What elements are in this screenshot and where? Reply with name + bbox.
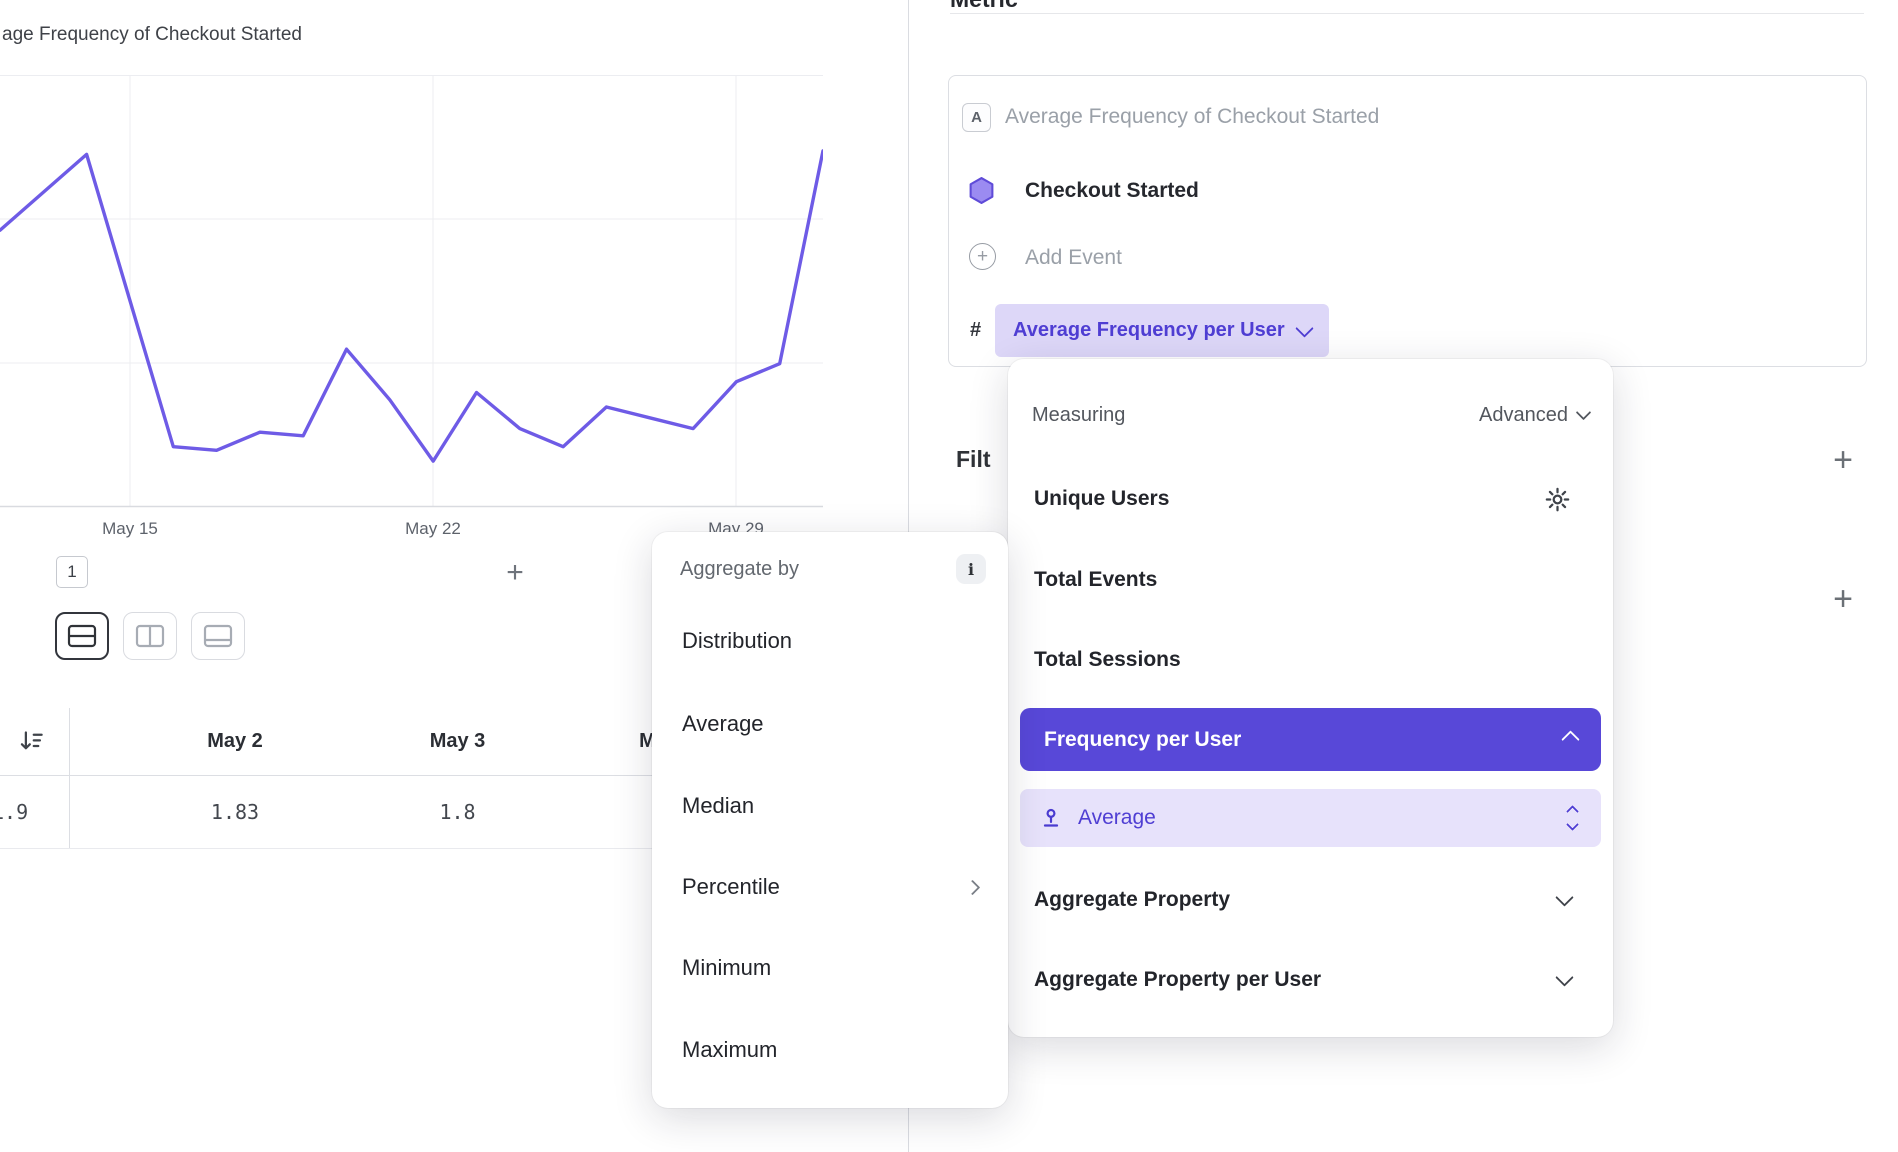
x-axis-tick: May 22 <box>405 519 461 538</box>
menu-item-maximum[interactable]: Maximum <box>652 1020 1008 1080</box>
menu-item-label: Aggregate Property per User <box>1034 968 1322 991</box>
menu-item-label: Maximum <box>682 1037 778 1062</box>
menu-item-label: Minimum <box>682 955 772 980</box>
bottom-panel-icon <box>203 624 233 648</box>
aggregation-hash-prefix: # <box>970 319 982 341</box>
submenu-chevron-icon <box>964 879 981 895</box>
menu-item-unique-users[interactable]: Unique Users <box>1008 459 1613 539</box>
menu-item-minimum[interactable]: Minimum <box>652 938 1008 998</box>
layout-split-horizontal-button[interactable] <box>55 612 109 660</box>
aggregation-pill[interactable]: Average Frequency per User <box>995 304 1329 357</box>
split-vertical-icon <box>135 624 165 648</box>
chevron-up-icon <box>1561 730 1580 749</box>
aggregation-pill-label: Average Frequency per User <box>1013 319 1285 341</box>
add-filter-button[interactable]: + <box>1833 440 1853 479</box>
chevron-down-icon <box>1575 404 1592 421</box>
menu-item-total-events[interactable]: Total Events <box>1008 540 1613 620</box>
sort-icon <box>20 731 43 750</box>
menu-item-label: Unique Users <box>1034 487 1170 510</box>
menu-item-percentile[interactable]: Percentile <box>652 857 1008 917</box>
measuring-popover-header: Measuring Advanced <box>1008 375 1613 455</box>
chevron-down-icon <box>1555 968 1574 987</box>
table-cell: 1.9 <box>0 799 29 824</box>
menu-item-average[interactable]: Average <box>652 694 1008 754</box>
event-hexagon-icon <box>969 177 994 204</box>
series-count-badge[interactable]: 1 <box>56 556 88 588</box>
aggregate-by-popover: Aggregate by i Distribution Average Medi… <box>652 532 1008 1108</box>
menu-item-label: Total Events <box>1034 568 1158 591</box>
advanced-label: Advanced <box>1479 403 1568 426</box>
chart-gridlines <box>0 75 823 508</box>
gear-icon[interactable] <box>1544 486 1571 513</box>
split-horizontal-icon <box>67 624 97 648</box>
menu-item-total-sessions[interactable]: Total Sessions <box>1008 620 1613 700</box>
metric-letter-badge: A <box>962 103 991 132</box>
table-cell: 1.83 <box>210 799 260 824</box>
metric-section-heading-text: Metric <box>950 0 1018 11</box>
aggregate-by-label: Aggregate by <box>680 557 799 580</box>
x-axis-tick: May 15 <box>102 519 158 538</box>
chart-title: age Frequency of Checkout Started <box>2 24 302 45</box>
line-chart-svg <box>0 75 823 508</box>
table-header-border <box>0 775 823 776</box>
menu-item-frequency-per-user[interactable]: Frequency per User <box>1020 708 1601 771</box>
measuring-label: Measuring <box>1032 403 1126 426</box>
line-chart <box>0 75 823 508</box>
menu-item-average-aggregation[interactable]: Average <box>1020 789 1601 847</box>
metric-section-heading: Metric <box>950 0 1018 11</box>
menu-item-label: Total Sessions <box>1034 648 1181 671</box>
menu-item-label: Aggregate Property <box>1034 888 1231 911</box>
column-header-may-3[interactable]: May 3 <box>429 730 486 752</box>
column-header-may-4[interactable]: M <box>639 730 656 752</box>
frequency-line-path <box>0 149 823 463</box>
menu-item-label: Median <box>682 793 755 818</box>
info-icon[interactable]: i <box>956 554 986 584</box>
filter-heading: Filt <box>956 446 991 472</box>
menu-item-median[interactable]: Median <box>652 776 1008 836</box>
sort-header-cell[interactable] <box>0 708 62 775</box>
menu-item-label: Frequency per User <box>1044 727 1242 751</box>
average-aggregator-icon <box>1043 808 1059 827</box>
add-chart-button[interactable]: + <box>506 556 524 589</box>
add-event-icon[interactable]: + <box>969 243 996 270</box>
event-name[interactable]: Checkout Started <box>1025 179 1199 202</box>
measuring-popover: Measuring Advanced Unique Users Total Ev… <box>1008 359 1613 1037</box>
menu-item-label: Average <box>1078 806 1156 829</box>
menu-item-label: Average <box>682 711 764 736</box>
menu-item-distribution[interactable]: Distribution <box>652 611 1008 671</box>
table-column-divider <box>69 708 70 848</box>
menu-item-label: Distribution <box>682 628 793 653</box>
menu-item-aggregate-property[interactable]: Aggregate Property <box>1008 860 1613 940</box>
add-breakdown-button[interactable]: + <box>1833 579 1853 618</box>
layout-bottom-panel-button[interactable] <box>191 612 245 660</box>
layout-toggle-group <box>55 612 245 660</box>
menu-item-aggregate-property-per-user[interactable]: Aggregate Property per User <box>1008 940 1613 1020</box>
chevron-down-icon <box>1555 888 1574 907</box>
table-cell: 1.8 <box>439 799 476 824</box>
metric-section-rule <box>950 13 1864 14</box>
layout-split-vertical-button[interactable] <box>123 612 177 660</box>
table-row-border <box>0 848 823 849</box>
aggregate-by-header: Aggregate by i <box>652 546 1008 592</box>
metric-title[interactable]: Average Frequency of Checkout Started <box>1005 105 1380 128</box>
advanced-toggle[interactable]: Advanced <box>1479 403 1592 427</box>
select-arrows-icon <box>1566 805 1579 831</box>
menu-item-label: Percentile <box>682 874 780 899</box>
chevron-down-icon <box>1294 318 1314 338</box>
add-event-button[interactable]: Add Event <box>1025 246 1122 269</box>
column-header-may-2[interactable]: May 2 <box>207 730 263 752</box>
